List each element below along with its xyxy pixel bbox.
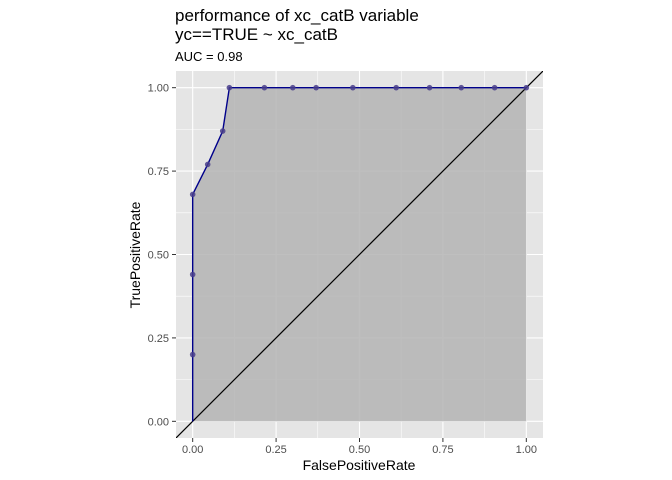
roc-point [189, 191, 196, 198]
roc-point [313, 84, 319, 91]
y-tick-label: 0.00 [148, 416, 169, 428]
x-axis-title: FalsePositiveRate [303, 457, 416, 473]
roc-point [393, 84, 400, 91]
y-tick-label: 1.00 [148, 83, 169, 95]
x-tick-label: 0.50 [349, 444, 370, 456]
roc-point [523, 84, 530, 91]
y-tick-label: 0.75 [148, 166, 169, 178]
roc-point [189, 351, 196, 358]
reference-diagonal-line [176, 71, 543, 438]
roc-point [226, 84, 233, 91]
roc-point [458, 84, 465, 91]
roc-point [219, 128, 226, 134]
roc-point [289, 84, 296, 91]
roc-point [189, 271, 196, 278]
y-axis-ticks: 0.00 0.25 0.50 0.75 1.00 [148, 83, 176, 428]
title-line-1: performance of xc_catB variable [175, 6, 419, 25]
roc-point [491, 84, 498, 91]
roc-points [189, 84, 530, 358]
y-axis-title: TruePositiveRate [127, 201, 143, 308]
roc-curve [191, 86, 527, 422]
x-axis-ticks: 0.00 0.25 0.50 0.75 1.00 [182, 438, 537, 456]
chart-title: performance of xc_catB variable yc==TRUE… [175, 6, 419, 44]
x-tick-label: 0.25 [265, 444, 286, 456]
plot-layer [176, 71, 543, 438]
roc-point [350, 84, 356, 91]
roc-point [426, 84, 433, 91]
title-line-2: yc==TRUE ~ xc_catB [175, 25, 338, 44]
roc-point [204, 161, 211, 168]
x-tick-label: 0.00 [182, 444, 203, 456]
roc-point [261, 84, 268, 91]
chart-subtitle: AUC = 0.98 [175, 49, 243, 64]
x-tick-label: 0.75 [432, 444, 453, 456]
y-tick-label: 0.50 [148, 250, 169, 262]
x-tick-label: 1.00 [516, 444, 537, 456]
y-tick-label: 0.25 [148, 333, 169, 345]
